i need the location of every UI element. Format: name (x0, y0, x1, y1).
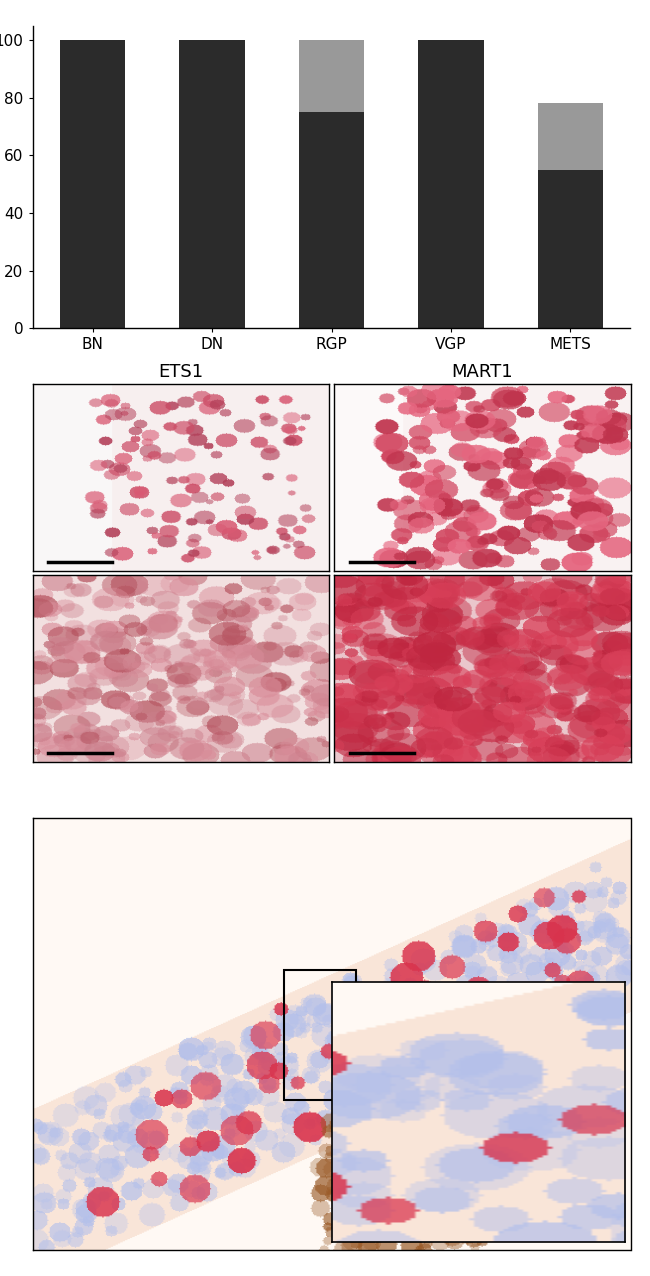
Title: MART1: MART1 (452, 362, 514, 382)
Title: ETS1: ETS1 (158, 362, 203, 382)
Bar (538, 103, 603, 170)
Bar (298, 112, 365, 328)
Bar (538, 170, 603, 328)
Bar (284, 970, 356, 1100)
Bar (418, 40, 484, 328)
Bar (60, 40, 125, 328)
Bar (179, 40, 245, 328)
Bar (298, 40, 365, 112)
